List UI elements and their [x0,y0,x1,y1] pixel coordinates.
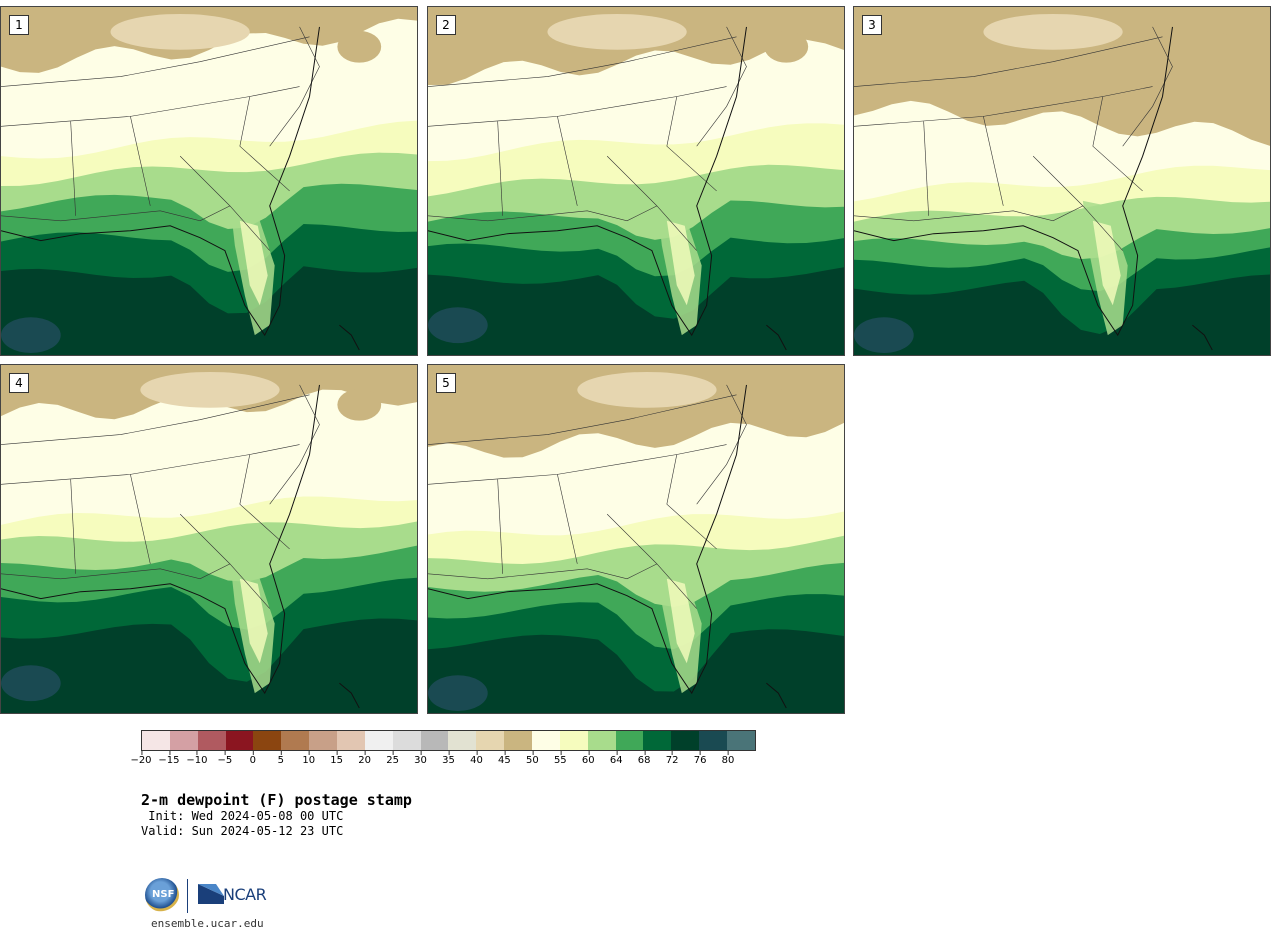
colorbar-tick-label: 25 [386,751,399,766]
colorbar-tick-label: 5 [277,751,284,766]
colorbar-swatch [727,731,755,750]
postage-stamp-panel-1: 1 [0,6,418,356]
colorbar-tick-label: −15 [158,751,180,766]
colorbar-swatch [504,731,533,750]
colorbar-swatch [615,731,644,750]
panel-number-3: 3 [862,15,882,35]
plot-title: 2-m dewpoint (F) postage stamp [141,791,412,809]
colorbar-swatch [309,731,338,750]
colorbar-tick-label: 68 [637,751,651,766]
website-url: ensemble.ucar.edu [151,917,264,930]
colorbar-tick-label: 80 [721,751,735,766]
postage-stamp-panel-3: 3 [853,6,1271,356]
colorbar-tick-label: 50 [525,751,539,766]
nsf-logo-text: NSF [152,889,175,900]
colorbar-swatch [142,731,170,750]
colorbar-swatch [281,731,310,750]
colorbar-swatch [337,731,365,750]
colorbar-tick-label: 45 [498,751,511,766]
colorbar-swatch [559,731,588,750]
colorbar-swatch [699,731,728,750]
colorbar-swatch [169,731,198,750]
colorbar-swatch [532,731,560,750]
colorbar-swatch [253,731,282,750]
colorbar-tick-label: 40 [470,751,483,766]
postage-stamp-panel-5: 5 [427,364,845,714]
nsf-logo-icon [145,878,179,912]
colorbar-tick-label: 35 [442,751,455,766]
colorbar-swatch [587,731,616,750]
colorbar-tick-label: −10 [186,751,208,766]
colorbar-swatch [671,731,700,750]
colorbar-tick-label: −5 [217,751,233,766]
colorbar-swatch [225,731,254,750]
colorbar-ticks: −20 −15 −10 −5 0 5 10 15 20 25 30 35 40 45 50 55 60 64 68 7… [130,751,756,771]
colorbar-tick-label: 76 [693,751,707,766]
postage-stamp-panel-4: 4 [0,364,418,714]
logo-divider [187,879,188,913]
logos: NSF NCAR [143,876,283,916]
init-time: Init: Wed 2024-05-08 00 UTC [141,809,344,823]
colorbar-tick-label: 64 [609,751,623,766]
colorbar-tick-label: 0 [249,751,256,766]
colorbar-swatch [448,731,477,750]
panel-number-4: 4 [9,373,29,393]
panel-number-1: 1 [9,15,29,35]
colorbar-tick-label: 30 [414,751,427,766]
ncar-logo-icon [198,884,224,904]
colorbar-tick-label: 20 [358,751,371,766]
colorbar-swatch [420,731,449,750]
colorbar-swatch [392,731,421,750]
colorbar [141,730,756,751]
colorbar-tick-label: 72 [665,751,679,766]
postage-stamp-panel-2: 2 [427,6,845,356]
ncar-logo-text: NCAR [223,885,267,904]
colorbar-swatch [197,731,226,750]
colorbar-tick-label: −20 [130,751,152,766]
colorbar-tick-label: 10 [302,751,316,766]
colorbar-swatch [643,731,672,750]
colorbar-swatch [364,731,393,750]
colorbar-tick-label: 55 [553,751,567,766]
valid-time: Valid: Sun 2024-05-12 23 UTC [141,824,344,838]
colorbar-tick-label: 60 [581,751,595,766]
panel-number-5: 5 [436,373,456,393]
colorbar-swatch [476,731,505,750]
colorbar-tick-label: 15 [330,751,344,766]
panel-number-2: 2 [436,15,456,35]
